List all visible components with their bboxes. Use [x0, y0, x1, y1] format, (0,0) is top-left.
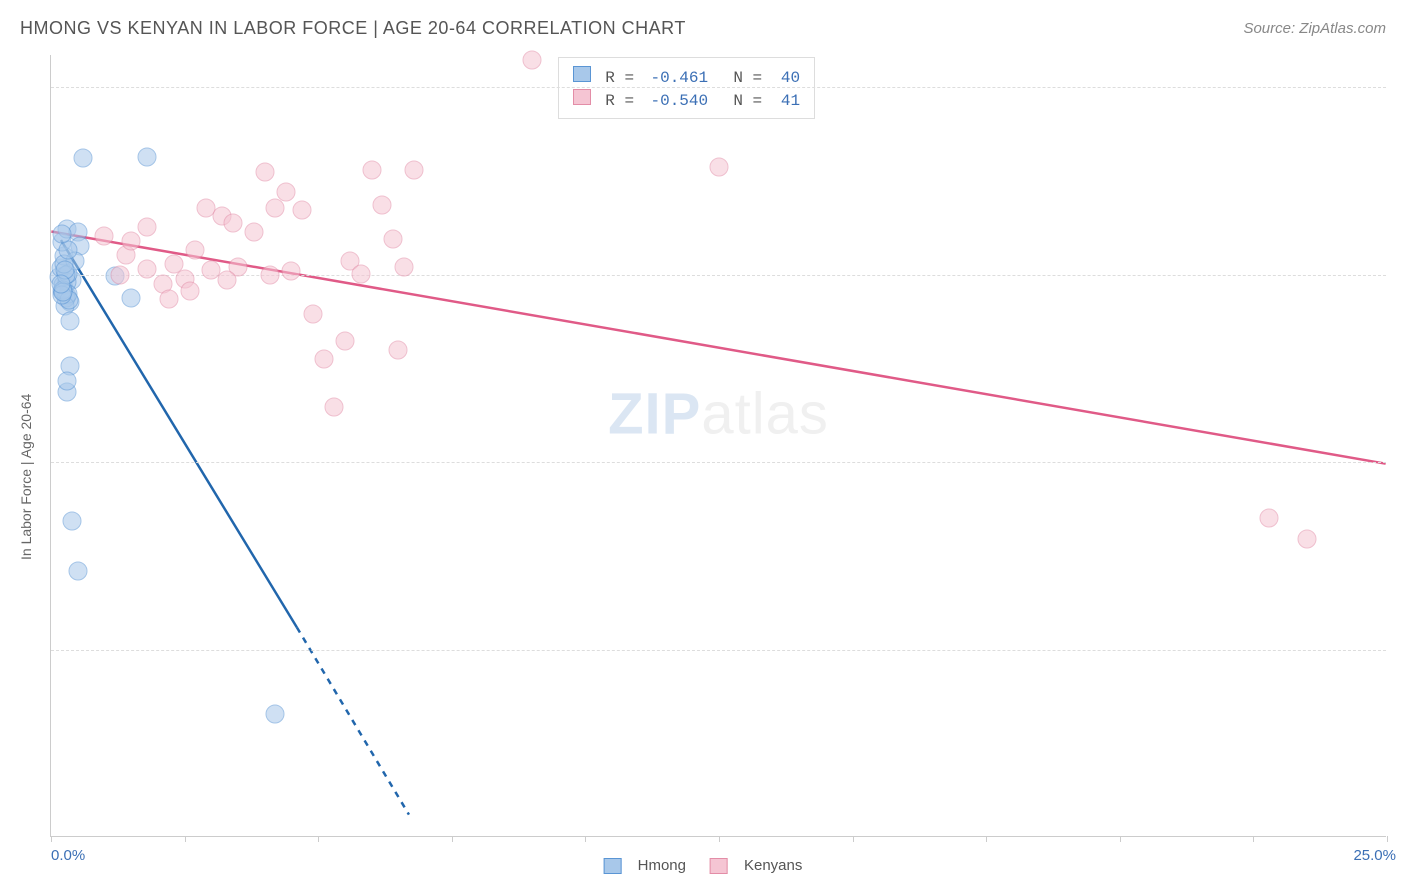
x-tick-mark [318, 836, 319, 842]
r-value-2: -0.540 [640, 92, 708, 110]
point-series1 [122, 289, 141, 308]
x-tick-mark [853, 836, 854, 842]
r-label: R = [605, 69, 634, 87]
point-series2 [405, 160, 424, 179]
stats-row-1: R = -0.461 N = 40 [573, 66, 800, 87]
plot-area: ZIPatlas R = -0.461 N = 40 R = -0.540 N … [50, 55, 1386, 837]
legend-swatch-1-icon [604, 858, 622, 874]
swatch-series2-icon [573, 89, 591, 105]
x-tick-label: 25.0% [1353, 847, 1396, 864]
y-axis-label: In Labor Force | Age 20-64 [18, 394, 34, 560]
point-series1 [266, 704, 285, 723]
point-series2 [111, 265, 130, 284]
point-series2 [266, 199, 285, 218]
point-series2 [293, 201, 312, 220]
point-series2 [218, 270, 237, 289]
point-series1 [58, 371, 77, 390]
x-tick-mark [185, 836, 186, 842]
point-series1 [53, 224, 72, 243]
point-series2 [186, 240, 205, 259]
x-tick-mark [1387, 836, 1388, 842]
legend-label-2: Kenyans [744, 857, 802, 874]
point-series2 [325, 398, 344, 417]
point-series2 [373, 195, 392, 214]
point-series2 [223, 214, 242, 233]
header: HMONG VS KENYAN IN LABOR FORCE | AGE 20-… [20, 18, 1386, 39]
point-series2 [1260, 508, 1279, 527]
chart-title: HMONG VS KENYAN IN LABOR FORCE | AGE 20-… [20, 18, 686, 39]
point-series2 [122, 232, 141, 251]
point-series2 [261, 265, 280, 284]
point-series1 [74, 148, 93, 167]
watermark-zip: ZIP [608, 382, 701, 447]
point-series1 [52, 275, 71, 294]
n-value-2: 41 [768, 92, 800, 110]
point-series2 [255, 162, 274, 181]
x-tick-label: 0.0% [51, 847, 85, 864]
legend-item-1: Hmong [604, 857, 686, 874]
point-series2 [314, 350, 333, 369]
x-tick-mark [1253, 836, 1254, 842]
point-series2 [1297, 530, 1316, 549]
gridline [51, 275, 1386, 276]
point-series1 [68, 562, 87, 581]
point-series2 [394, 258, 413, 277]
x-tick-mark [452, 836, 453, 842]
gridline [51, 650, 1386, 651]
point-series1 [63, 511, 82, 530]
point-series2 [282, 262, 301, 281]
point-series2 [522, 51, 541, 70]
stats-row-2: R = -0.540 N = 41 [573, 89, 800, 110]
x-tick-mark [51, 836, 52, 842]
point-series2 [389, 340, 408, 359]
gridline [51, 87, 1386, 88]
point-series2 [138, 260, 157, 279]
point-series2 [159, 290, 178, 309]
x-tick-mark [719, 836, 720, 842]
source-label: Source: ZipAtlas.com [1243, 20, 1386, 37]
gridline [51, 462, 1386, 463]
point-series2 [351, 264, 370, 283]
watermark: ZIPatlas [608, 381, 829, 448]
n-label: N = [714, 69, 762, 87]
point-series2 [95, 227, 114, 246]
x-tick-mark [986, 836, 987, 842]
point-series1 [138, 147, 157, 166]
watermark-atlas: atlas [701, 382, 829, 447]
series-legend: Hmong Kenyans [604, 857, 803, 874]
x-tick-mark [1120, 836, 1121, 842]
point-series2 [277, 183, 296, 202]
r-label: R = [605, 92, 634, 110]
legend-swatch-2-icon [710, 858, 728, 874]
point-series2 [362, 160, 381, 179]
chart-container: HMONG VS KENYAN IN LABOR FORCE | AGE 20-… [0, 0, 1406, 892]
point-series2 [245, 222, 264, 241]
point-series1 [60, 311, 79, 330]
point-series2 [384, 230, 403, 249]
point-series2 [335, 332, 354, 351]
swatch-series1-icon [573, 66, 591, 82]
legend-item-2: Kenyans [710, 857, 802, 874]
r-value-1: -0.461 [640, 69, 708, 87]
point-series2 [303, 305, 322, 324]
legend-label-1: Hmong [638, 857, 686, 874]
n-value-1: 40 [768, 69, 800, 87]
n-label: N = [714, 92, 762, 110]
point-series2 [180, 281, 199, 300]
x-tick-mark [585, 836, 586, 842]
point-series2 [710, 158, 729, 177]
point-series2 [138, 218, 157, 237]
